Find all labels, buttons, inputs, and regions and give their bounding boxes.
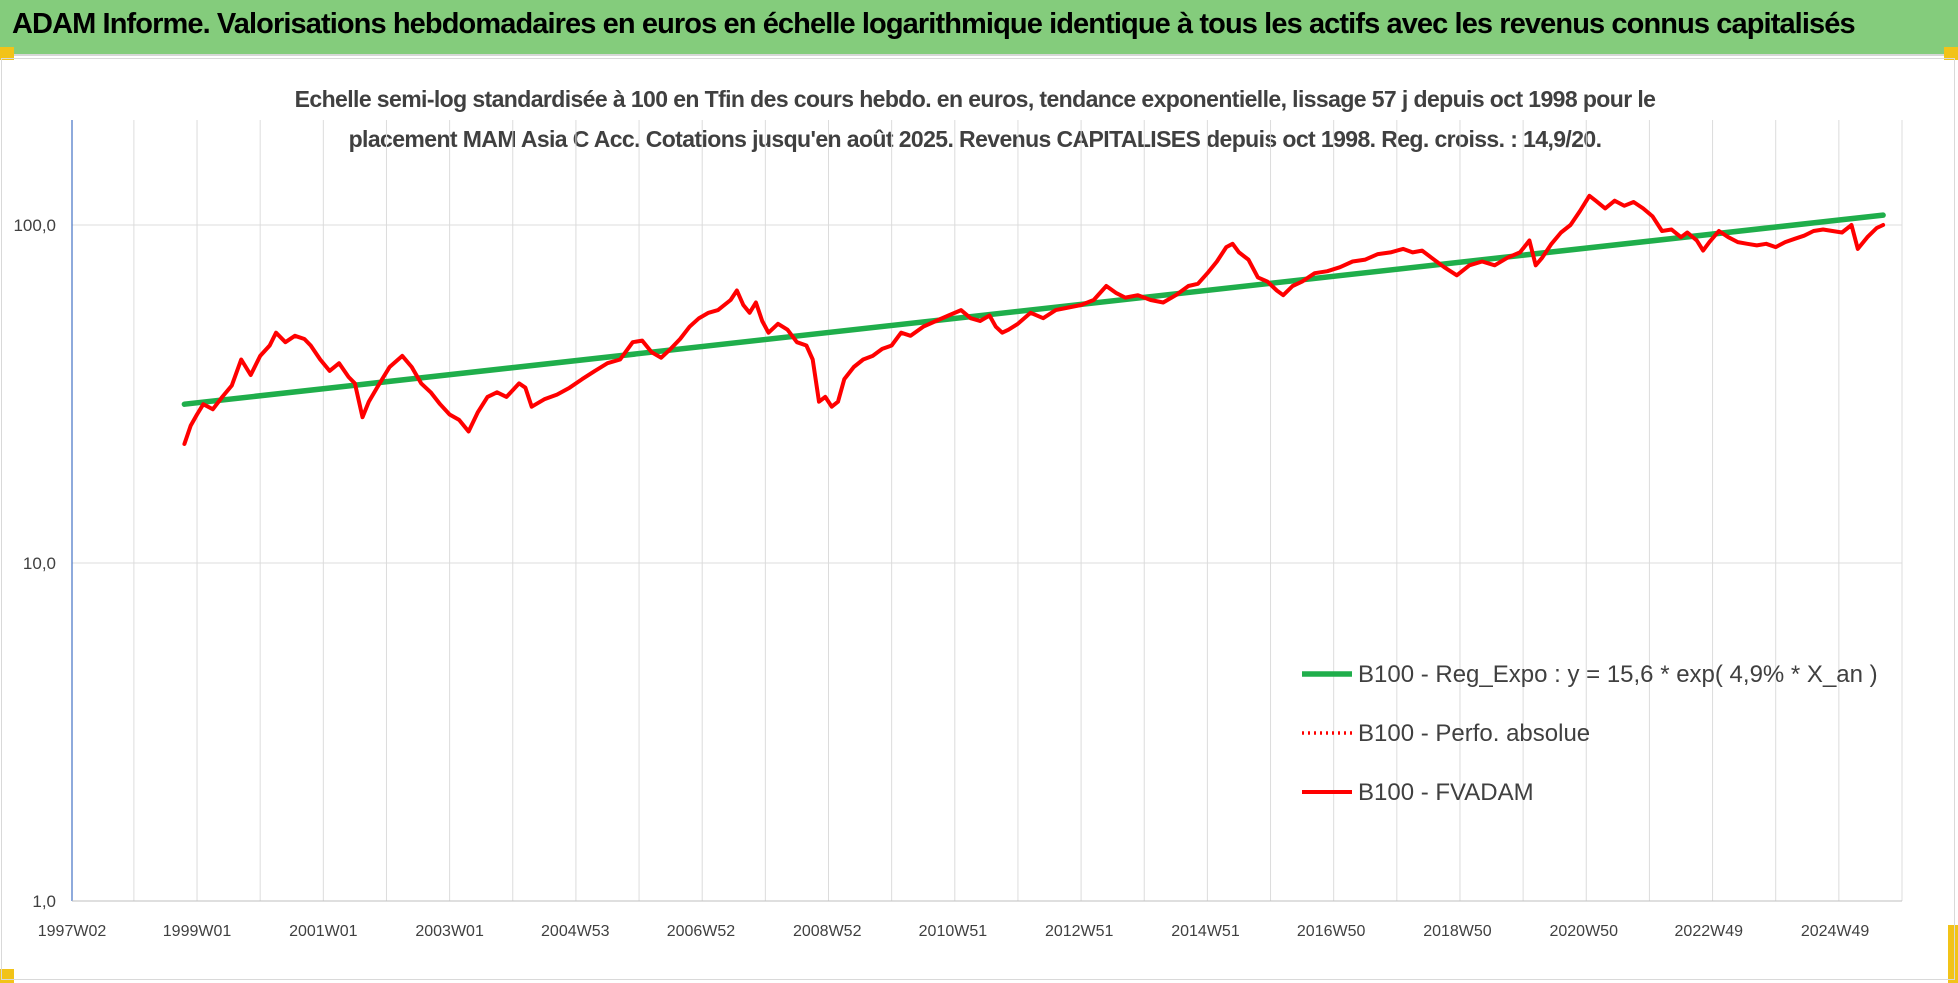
report-header: ADAM Informe. Valorisations hebdomadaire… bbox=[0, 0, 1958, 56]
report-title: ADAM Informe. Valorisations hebdomadaire… bbox=[12, 8, 1856, 40]
legend-label: B100 - Reg_Expo : y = 15,6 * exp( 4,9% *… bbox=[1358, 661, 1878, 688]
y-tick-label: 100,0 bbox=[13, 216, 56, 235]
chart-frame bbox=[1, 58, 1955, 980]
series-line-2 bbox=[182, 193, 1886, 446]
x-tick-label: 2022W49 bbox=[1675, 923, 1744, 940]
corner-marker-top-right bbox=[1944, 47, 1958, 60]
x-tick-label: 2001W01 bbox=[289, 923, 358, 940]
axes: 1,0 10,0 100,0 1997W02 1999W01 2001W01 2003W01… bbox=[13, 120, 1902, 940]
trend-line bbox=[181, 212, 1886, 407]
x-tick-label: 2014W51 bbox=[1171, 923, 1240, 940]
x-tick-label: 2020W50 bbox=[1549, 923, 1618, 940]
y-tick-label: 1,0 bbox=[32, 892, 56, 911]
x-tick-label: 2010W51 bbox=[919, 923, 988, 940]
x-tick-label: 1999W01 bbox=[163, 923, 232, 940]
x-tick-label: 2004W53 bbox=[541, 923, 610, 940]
x-tick-label: 2003W01 bbox=[415, 923, 484, 940]
corner-marker-top-left bbox=[0, 47, 14, 60]
series-layer bbox=[181, 193, 1886, 446]
x-tick-label: 2006W52 bbox=[667, 923, 736, 940]
legend-label: B100 - FVADAM bbox=[1358, 779, 1534, 806]
x-tick-label: 2012W51 bbox=[1045, 923, 1114, 940]
x-tick-label: 1997W02 bbox=[38, 923, 107, 940]
x-tick-label: 2008W52 bbox=[793, 923, 862, 940]
y-tick-label: 10,0 bbox=[23, 554, 56, 573]
x-tick-label: 2024W49 bbox=[1801, 923, 1870, 940]
gridlines bbox=[72, 120, 1903, 902]
x-tick-label: 2016W50 bbox=[1297, 923, 1366, 940]
corner-marker-bottom-right bbox=[1948, 925, 1958, 983]
chart-title-line-2: placement MAM Asia C Acc. Cotations jusq… bbox=[348, 126, 1602, 152]
legend-label: B100 - Perfo. absolue bbox=[1358, 720, 1590, 747]
chart-title-line-1: Echelle semi-log standardisée à 100 en T… bbox=[294, 86, 1656, 112]
legend: B100 - Reg_Expo : y = 15,6 * exp( 4,9% *… bbox=[1302, 661, 1878, 806]
x-tick-label: 2018W50 bbox=[1423, 923, 1492, 940]
